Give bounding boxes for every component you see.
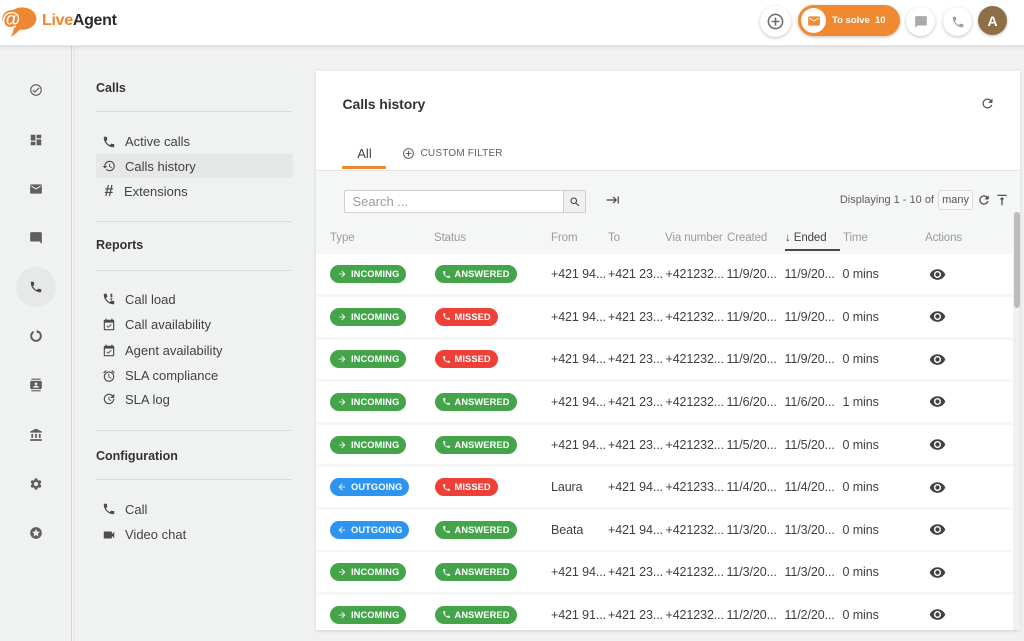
- svg-text:@: @: [2, 9, 21, 30]
